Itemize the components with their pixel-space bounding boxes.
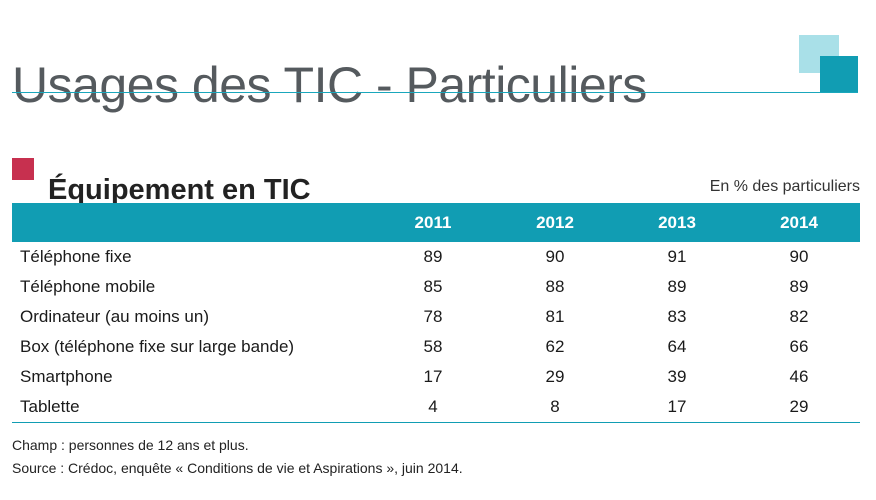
header-cell-year: 2011 (414, 212, 452, 232)
table-cell: 89 (423, 247, 443, 266)
table-header-row: 2011 2012 2013 2014 (12, 203, 860, 242)
table-cell: 17 (616, 392, 738, 423)
header-cell-year: 2013 (658, 212, 696, 232)
unit-note: En % des particuliers (709, 178, 860, 195)
title-divider (12, 92, 858, 93)
table-cell: 39 (667, 367, 687, 386)
table-cell: 82 (789, 307, 809, 326)
scope-note: Champ : personnes de 12 ans et plus. (12, 437, 249, 453)
table-cell: 29 (738, 392, 860, 423)
table-cell: 85 (423, 277, 443, 296)
table-cell: 90 (789, 247, 809, 266)
table-cell: 81 (545, 307, 565, 326)
table-cell: 89 (789, 277, 809, 296)
source-note: Source : Crédoc, enquête « Conditions de… (12, 460, 463, 476)
row-label: Tablette (12, 392, 372, 423)
header-cell-year: 2014 (780, 212, 818, 232)
table-cell: 17 (423, 367, 443, 386)
section-marker-square (12, 158, 34, 180)
table-cell: 62 (545, 337, 565, 356)
table-row: Téléphone mobile 85 88 89 89 (12, 272, 860, 302)
row-label: Ordinateur (au moins un) (20, 307, 209, 326)
table-cell: 46 (789, 367, 809, 386)
table-cell: 8 (494, 392, 616, 423)
row-label: Box (téléphone fixe sur large bande) (20, 337, 295, 356)
table-cell: 83 (667, 307, 687, 326)
section-title: Équipement en TIC (48, 174, 311, 207)
row-label: Téléphone mobile (20, 277, 156, 296)
table-row: Téléphone fixe 89 90 91 90 (12, 242, 860, 272)
page-title: Usages des TIC - Particuliers (12, 56, 647, 113)
header-cell-year: 2012 (536, 212, 574, 232)
row-label: Smartphone (20, 367, 113, 386)
table-cell: 29 (545, 367, 565, 386)
table-cell: 91 (667, 247, 687, 266)
header-cell-label (12, 203, 372, 242)
table-cell: 88 (545, 277, 565, 296)
table-cell: 58 (423, 337, 443, 356)
table-row: Box (téléphone fixe sur large bande) 58 … (12, 332, 860, 362)
decorative-square-dark (820, 56, 858, 92)
table-cell: 64 (667, 337, 687, 356)
table-row: Smartphone 17 29 39 46 (12, 362, 860, 392)
table-cell: 90 (545, 247, 565, 266)
table-row: Tablette 4 8 17 29 (12, 392, 860, 423)
table-cell: 66 (789, 337, 809, 356)
table-cell: 78 (423, 307, 443, 326)
table-cell: 89 (667, 277, 687, 296)
table-cell: 4 (372, 392, 494, 423)
equipment-table: 2011 2012 2013 2014 Téléphone fixe 89 90… (12, 203, 860, 423)
table-row: Ordinateur (au moins un) 78 81 83 82 (12, 302, 860, 332)
row-label: Téléphone fixe (20, 247, 132, 266)
